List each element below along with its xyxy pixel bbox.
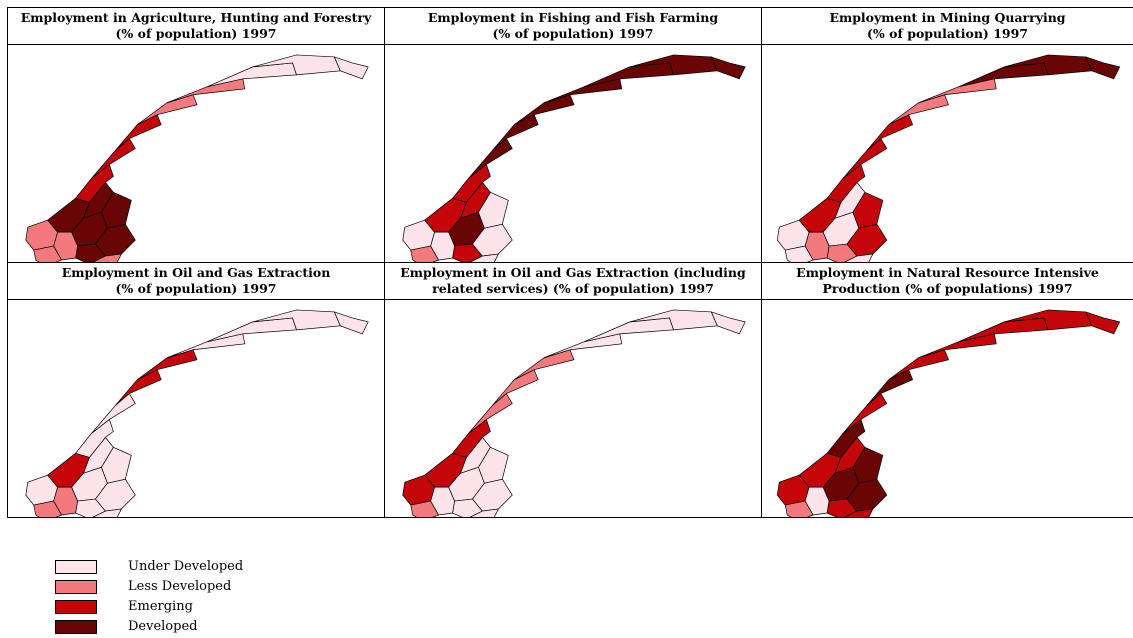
map-region (137, 349, 198, 380)
map-region (101, 446, 132, 484)
legend-swatch-less (55, 580, 97, 594)
map-region (544, 78, 623, 104)
map-region (958, 317, 1049, 343)
map-region (918, 78, 997, 104)
map-region (804, 231, 830, 261)
map-region (206, 317, 298, 343)
map-region (583, 317, 675, 343)
map-region (842, 393, 888, 434)
panel-title: Employment in Oil and Gas Extraction (in… (385, 263, 761, 300)
panel-title-line2: (% of population) 1997 (115, 281, 277, 296)
map-region (101, 191, 132, 229)
panel-title-line2: (% of population) 1997 (115, 26, 277, 41)
map-region (468, 138, 513, 179)
panel-title-line1: Employment in Fishing and Fish Farming (427, 10, 719, 25)
legend-swatch-under (55, 560, 97, 574)
panel-title-line1: Employment in Agriculture, Hunting and F… (20, 10, 372, 25)
panel-title: Employment in Mining Quarrying (% of popu… (762, 8, 1133, 45)
map-region (834, 436, 866, 474)
map-region (82, 181, 114, 219)
map-region (834, 181, 866, 219)
legend-label-emerging: Emerging (128, 599, 193, 614)
map-region (430, 486, 455, 516)
map-region (167, 78, 246, 104)
map-region (478, 191, 509, 229)
map-region (459, 436, 491, 474)
map-region (514, 349, 575, 380)
map-region (710, 56, 746, 80)
panel-title-line2: Production (% of populations) 1997 (822, 281, 1073, 296)
norway-map (762, 45, 1133, 262)
map-panel-4: Employment in Oil and Gas Extraction (% o… (8, 263, 385, 518)
map-region (544, 333, 623, 359)
map-region (784, 500, 814, 517)
norway-map (8, 45, 384, 262)
map-region (53, 231, 78, 261)
panel-title-line1: Employment in Oil and Gas Extraction (in… (400, 265, 746, 280)
map-region (852, 191, 884, 229)
norway-map (762, 300, 1133, 517)
map-region (888, 349, 949, 380)
map-panel-3: Employment in Mining Quarrying (% of popu… (762, 8, 1133, 263)
map-region (410, 245, 440, 262)
map-region (804, 486, 830, 516)
map-region (33, 245, 63, 262)
map-region (842, 138, 888, 179)
map-region (1085, 56, 1121, 80)
map-panel-5: Employment in Oil and Gas Extraction (in… (385, 263, 762, 518)
map-region (844, 253, 874, 262)
map-region (852, 446, 884, 484)
map-panel-2: Employment in Fishing and Fish Farming (%… (385, 8, 762, 263)
map-region (478, 446, 509, 484)
map-region (206, 62, 298, 88)
norway-map (8, 300, 384, 517)
legend-swatch-developed (55, 620, 97, 634)
panel-title: Employment in Agriculture, Hunting and F… (8, 8, 384, 45)
map-region (92, 508, 122, 517)
panel-title-line2: (% of population) 1997 (492, 26, 654, 41)
map-region (167, 333, 246, 359)
map-region (333, 56, 369, 80)
panel-title-line2: (% of population) 1997 (867, 26, 1028, 41)
map-grid: Employment in Agriculture, Hunting and F… (7, 7, 1133, 518)
map-region (53, 486, 78, 516)
panel-title-line2: related services) (% of population) 1997 (432, 281, 714, 296)
map-region (91, 393, 136, 434)
legend-swatch-emerging (55, 600, 97, 614)
map-region (33, 500, 63, 517)
panel-title-line1: Employment in Natural Resource Intensive (796, 265, 1099, 280)
norway-map (385, 300, 761, 517)
map-region (430, 231, 455, 261)
map-region (784, 245, 814, 262)
legend-label-less: Less Developed (128, 579, 232, 594)
map-panel-1: Employment in Agriculture, Hunting and F… (8, 8, 385, 263)
map-region (459, 181, 491, 219)
map-region (82, 436, 114, 474)
panel-title: Employment in Natural Resource Intensive… (762, 263, 1133, 300)
map-region (583, 62, 675, 88)
map-region (410, 500, 440, 517)
map-region (888, 94, 949, 125)
map-region (1085, 311, 1121, 335)
panel-title-line1: Employment in Oil and Gas Extraction (61, 265, 331, 280)
map-region (333, 311, 369, 335)
map-region (710, 311, 746, 335)
map-region (514, 94, 575, 125)
map-region (469, 508, 499, 517)
map-region (468, 393, 513, 434)
map-region (958, 62, 1049, 88)
panel-title: Employment in Fishing and Fish Farming (%… (385, 8, 761, 45)
norway-map (385, 45, 761, 262)
map-region (91, 138, 136, 179)
map-region (844, 508, 874, 517)
map-region (469, 253, 499, 262)
panel-title-line1: Employment in Mining Quarrying (829, 10, 1066, 25)
map-panel-6: Employment in Natural Resource Intensive… (762, 263, 1133, 518)
map-region (92, 253, 122, 262)
map-region (137, 94, 198, 125)
legend-label-developed: Developed (128, 619, 198, 634)
legend-label-under: Under Developed (128, 559, 244, 574)
map-region (918, 333, 997, 359)
panel-title: Employment in Oil and Gas Extraction (% o… (8, 263, 384, 300)
